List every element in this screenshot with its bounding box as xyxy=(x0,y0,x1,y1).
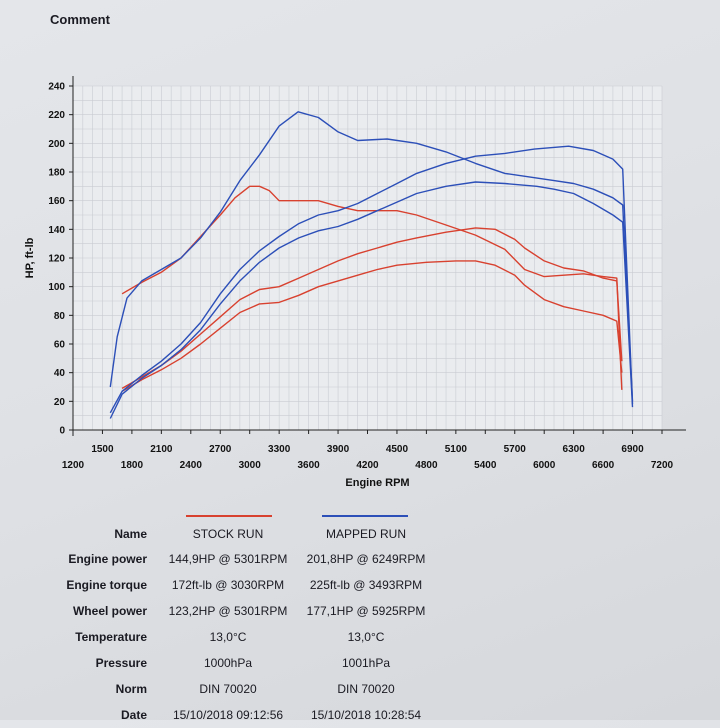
row-label: Engine torque xyxy=(66,578,147,592)
x-tick-label: 3300 xyxy=(268,444,291,455)
x-tick-label: 6000 xyxy=(533,460,556,471)
x-tick-label: 4800 xyxy=(415,460,438,471)
x-tick-label: 2700 xyxy=(209,444,232,455)
row-label: Pressure xyxy=(95,656,147,670)
series-line-mapped-torque xyxy=(109,111,634,402)
row-label: Date xyxy=(120,708,147,722)
row-label: Norm xyxy=(115,682,147,696)
series-line-stock-engine-power xyxy=(121,227,623,390)
table-row: Wheel power 123,2HP @ 5301RPM 177,1HP @ 59… xyxy=(0,604,720,624)
x-tick-label: 3600 xyxy=(297,460,320,471)
x-tick-label: 7200 xyxy=(651,460,674,471)
x-tick-label: 1500 xyxy=(91,444,114,455)
legend-stock-line xyxy=(186,515,272,517)
table-row: Engine torque 172ft-lb @ 3030RPM 225ft-lb … xyxy=(0,578,720,598)
header-mapped: MAPPED RUN xyxy=(326,527,407,541)
x-tick-label: 6600 xyxy=(592,460,615,471)
row-stock-value: 123,2HP @ 5301RPM xyxy=(168,604,288,618)
table-row: Pressure 1000hPa 1001hPa xyxy=(0,656,720,676)
x-tick-label: 3000 xyxy=(239,460,262,471)
series-line-mapped-engine-power xyxy=(109,145,634,414)
y-tick-label: 160 xyxy=(48,196,65,207)
row-stock-value: 13,0°C xyxy=(209,630,247,644)
row-stock-value: 15/10/2018 09:12:56 xyxy=(172,708,284,722)
y-tick-label: 220 xyxy=(48,110,65,121)
series-line-stock-wheel-power xyxy=(121,260,623,392)
row-stock-value: 1000hPa xyxy=(203,656,253,670)
x-tick-label: 1200 xyxy=(62,460,85,471)
row-stock-value: DIN 70020 xyxy=(199,682,257,696)
x-tick-label: 4200 xyxy=(356,460,379,471)
row-mapped-value: 15/10/2018 10:28:54 xyxy=(310,708,422,722)
y-tick-label: 140 xyxy=(48,225,65,236)
comment-label: Comment xyxy=(50,12,110,27)
table-row: Engine power 144,9HP @ 5301RPM 201,8HP @ 6… xyxy=(0,552,720,572)
series-line-mapped-wheel-power xyxy=(109,181,634,419)
row-stock-value: 144,9HP @ 5301RPM xyxy=(168,552,288,566)
dyno-chart: 0 20 40 60 80 100 120 140 160 180 200 220 240 1500 210… xyxy=(24,76,686,489)
y-axis-title: HP, ft-lb xyxy=(24,237,36,278)
y-tick-label: 80 xyxy=(54,311,66,322)
y-tick-label: 200 xyxy=(48,139,65,150)
table-header-row: Name STOCK RUN MAPPED RUN xyxy=(0,527,720,547)
row-stock-value: 172ft-lb @ 3030RPM xyxy=(171,578,285,592)
row-mapped-value: 13,0°C xyxy=(347,630,385,644)
y-tick-label: 0 xyxy=(59,426,65,437)
y-tick-label: 100 xyxy=(48,282,65,293)
row-mapped-value: DIN 70020 xyxy=(337,682,395,696)
x-tick-label: 5400 xyxy=(474,460,497,471)
y-tick-label: 40 xyxy=(54,368,66,379)
x-tick-label: 4500 xyxy=(386,444,409,455)
row-label: Wheel power xyxy=(72,604,147,618)
x-tick-label: 5700 xyxy=(504,444,527,455)
row-mapped-value: 1001hPa xyxy=(341,656,391,670)
row-mapped-value: 225ft-lb @ 3493RPM xyxy=(309,578,423,592)
x-tick-label: 5100 xyxy=(445,444,468,455)
y-tick-label: 180 xyxy=(48,168,65,179)
row-mapped-value: 201,8HP @ 6249RPM xyxy=(306,552,426,566)
header-stock: STOCK RUN xyxy=(192,527,264,541)
table-row: Norm DIN 70020 DIN 70020 xyxy=(0,682,720,702)
row-label: Engine power xyxy=(68,552,147,566)
y-tick-label: 240 xyxy=(48,82,65,93)
header-name: Name xyxy=(114,527,147,541)
y-tick-label: 120 xyxy=(48,254,65,265)
y-tick-label: 20 xyxy=(54,397,66,408)
x-tick-label: 2400 xyxy=(180,460,203,471)
y-tick-label: 60 xyxy=(54,340,66,351)
table-row: Temperature 13,0°C 13,0°C xyxy=(0,630,720,650)
table-row: Date 15/10/2018 09:12:56 15/10/2018 10:28:… xyxy=(0,708,720,728)
legend-mapped-line xyxy=(322,515,408,517)
row-mapped-value: 177,1HP @ 5925RPM xyxy=(306,604,426,618)
x-tick-label: 3900 xyxy=(327,444,350,455)
row-label: Temperature xyxy=(75,630,147,644)
x-tick-label: 2100 xyxy=(150,444,173,455)
x-tick-label: 6900 xyxy=(621,444,644,455)
x-axis-title: Engine RPM xyxy=(345,477,409,489)
x-tick-label: 6300 xyxy=(563,444,586,455)
x-tick-label: 1800 xyxy=(121,460,144,471)
